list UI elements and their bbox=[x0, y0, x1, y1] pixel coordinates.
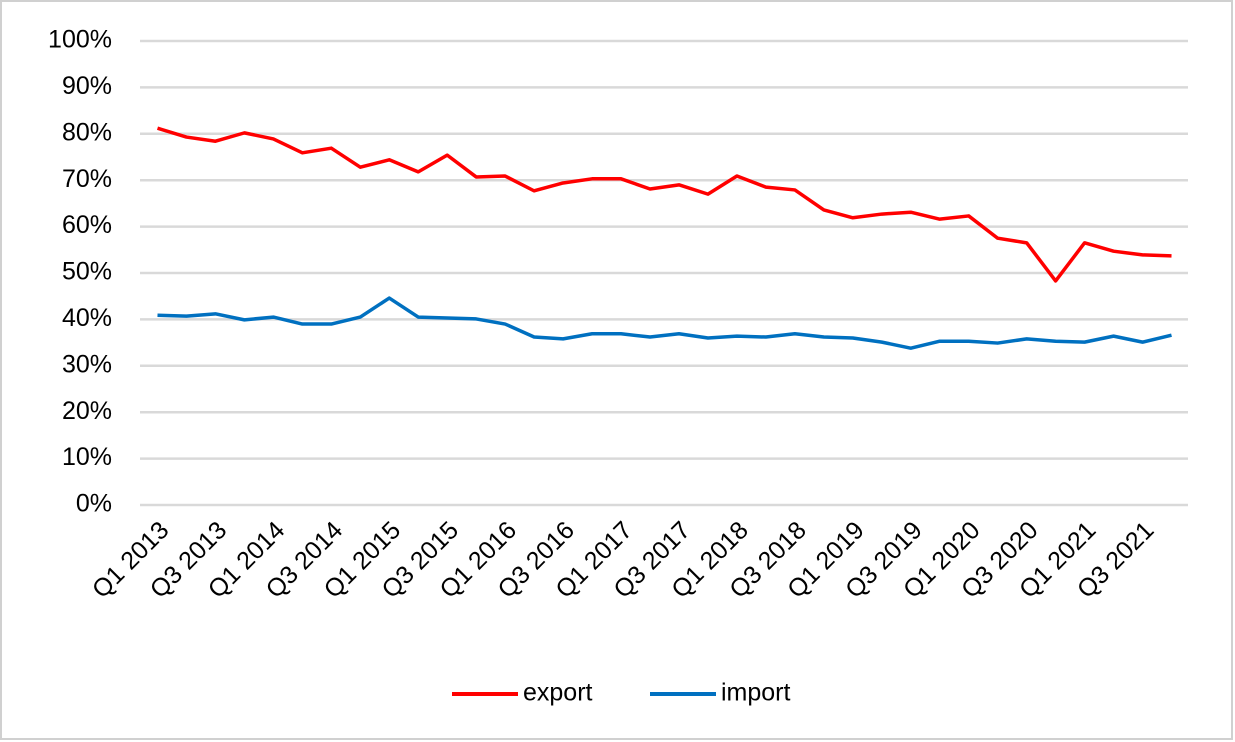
y-tick-label: 70% bbox=[62, 165, 112, 193]
y-tick-label: 40% bbox=[62, 304, 112, 332]
series-line bbox=[156, 126, 1172, 283]
y-tick-label: 100% bbox=[48, 26, 112, 54]
y-tick-label: 20% bbox=[62, 397, 112, 425]
y-tick-label: 90% bbox=[62, 72, 112, 100]
y-tick-label: 50% bbox=[62, 258, 112, 286]
legend-label: export bbox=[523, 679, 593, 707]
y-tick-label: 10% bbox=[62, 443, 112, 471]
y-tick-label: 0% bbox=[76, 490, 112, 518]
y-tick-label: 60% bbox=[62, 211, 112, 239]
legend-label: import bbox=[721, 679, 791, 707]
series-line bbox=[157, 296, 1172, 350]
y-tick-label: 80% bbox=[62, 118, 112, 146]
y-tick-label: 30% bbox=[62, 350, 112, 378]
